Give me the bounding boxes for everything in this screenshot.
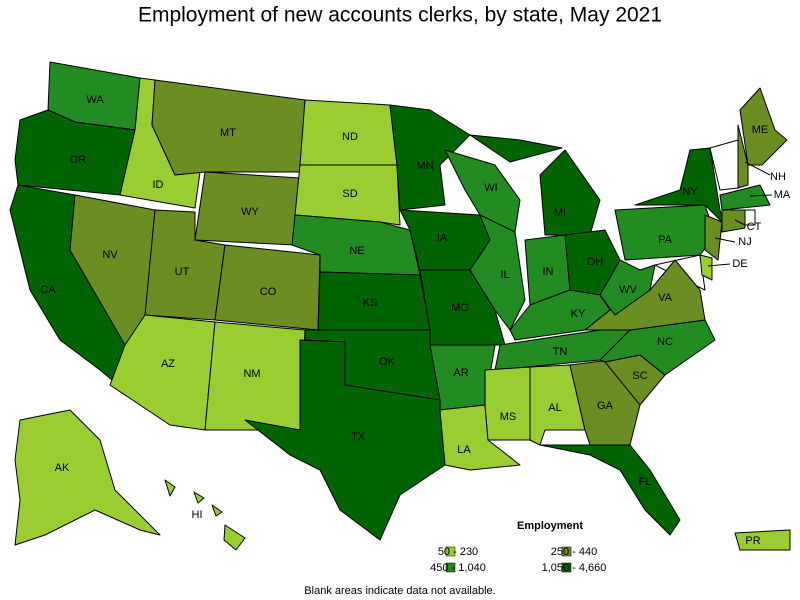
state <box>734 529 791 551</box>
state-label: TX <box>351 431 366 443</box>
state-label: MN <box>416 160 433 172</box>
state <box>699 254 713 281</box>
state-label: IL <box>500 269 509 281</box>
state <box>244 339 446 541</box>
state-label: NC <box>657 336 673 348</box>
leader-line <box>749 194 773 197</box>
state-label: WI <box>484 182 497 194</box>
state-label: LA <box>457 444 471 456</box>
leader-line <box>734 219 746 226</box>
state-label: VA <box>658 292 673 304</box>
state-label: ND <box>342 131 358 143</box>
state <box>211 504 223 517</box>
state <box>704 214 723 261</box>
state <box>164 479 176 497</box>
state-label: MT <box>220 127 236 139</box>
state <box>484 366 531 441</box>
state-label: AL <box>548 402 561 414</box>
state-label: CA <box>40 284 56 296</box>
state <box>737 124 749 189</box>
state-label: KS <box>363 297 378 309</box>
state-label: WV <box>619 284 637 296</box>
legend-title: Employment <box>517 520 583 532</box>
state-label: GA <box>597 400 614 412</box>
state <box>719 184 771 211</box>
state-label: NV <box>102 249 118 261</box>
state-label: ID <box>153 179 164 191</box>
state-label: OK <box>379 356 396 368</box>
map-title: Employment of new accounts clerks, by st… <box>138 4 662 27</box>
legend-label: 250 - 440 <box>551 546 597 558</box>
legend-label: 50 - 230 <box>438 546 478 558</box>
state-label: MO <box>451 302 469 314</box>
state <box>721 209 746 233</box>
state <box>614 204 716 261</box>
state-label: NH <box>770 171 786 183</box>
state-label: DE <box>732 258 747 270</box>
state <box>14 409 161 546</box>
state-label: NM <box>243 368 260 380</box>
state-label: PR <box>745 535 760 547</box>
state-label: UT <box>175 266 190 278</box>
state-label: TN <box>553 346 568 358</box>
state-label: WA <box>86 94 104 106</box>
state-label: NJ <box>738 236 751 248</box>
state <box>599 259 656 316</box>
state <box>539 149 601 236</box>
state-label: OH <box>587 256 604 268</box>
state-label: CT <box>747 221 762 233</box>
state-label: MS <box>500 411 517 423</box>
state <box>223 524 246 551</box>
state-label: SC <box>632 370 647 382</box>
legend-swatch <box>561 562 572 573</box>
state-label: OR <box>70 154 87 166</box>
legend-label: 1,050 - 4,660 <box>542 562 607 574</box>
state <box>294 164 401 226</box>
leader-line <box>714 237 736 243</box>
note: Blank areas indicate data not available. <box>304 585 495 597</box>
state-label: PA <box>658 234 673 246</box>
leader-line <box>707 263 731 267</box>
state <box>469 134 563 163</box>
state-label: CO <box>260 286 277 298</box>
legend-swatch <box>445 546 456 557</box>
state-label: IN <box>543 266 554 278</box>
leader-line <box>744 161 771 176</box>
legend-swatch <box>561 546 572 557</box>
state-label: IA <box>437 232 448 244</box>
state-label: HI <box>192 509 203 521</box>
state <box>469 214 526 331</box>
state-label: NY <box>682 186 698 198</box>
state <box>389 104 471 211</box>
state-label: WY <box>241 206 259 218</box>
state <box>539 444 681 536</box>
state-label: AZ <box>161 358 175 370</box>
state-label: NE <box>349 245 364 257</box>
state-label: ME <box>752 124 769 136</box>
state-label: FL <box>639 476 652 488</box>
state-label: AR <box>453 367 468 379</box>
state-label: SD <box>342 188 357 200</box>
state-label: AK <box>55 462 70 474</box>
legend-label: 450 - 1,040 <box>430 562 486 574</box>
legend-swatch <box>445 562 456 573</box>
state-label: KY <box>571 308 586 320</box>
state <box>634 147 726 226</box>
state-label: MI <box>554 207 566 219</box>
state-label: MA <box>774 189 791 201</box>
state <box>193 491 205 504</box>
